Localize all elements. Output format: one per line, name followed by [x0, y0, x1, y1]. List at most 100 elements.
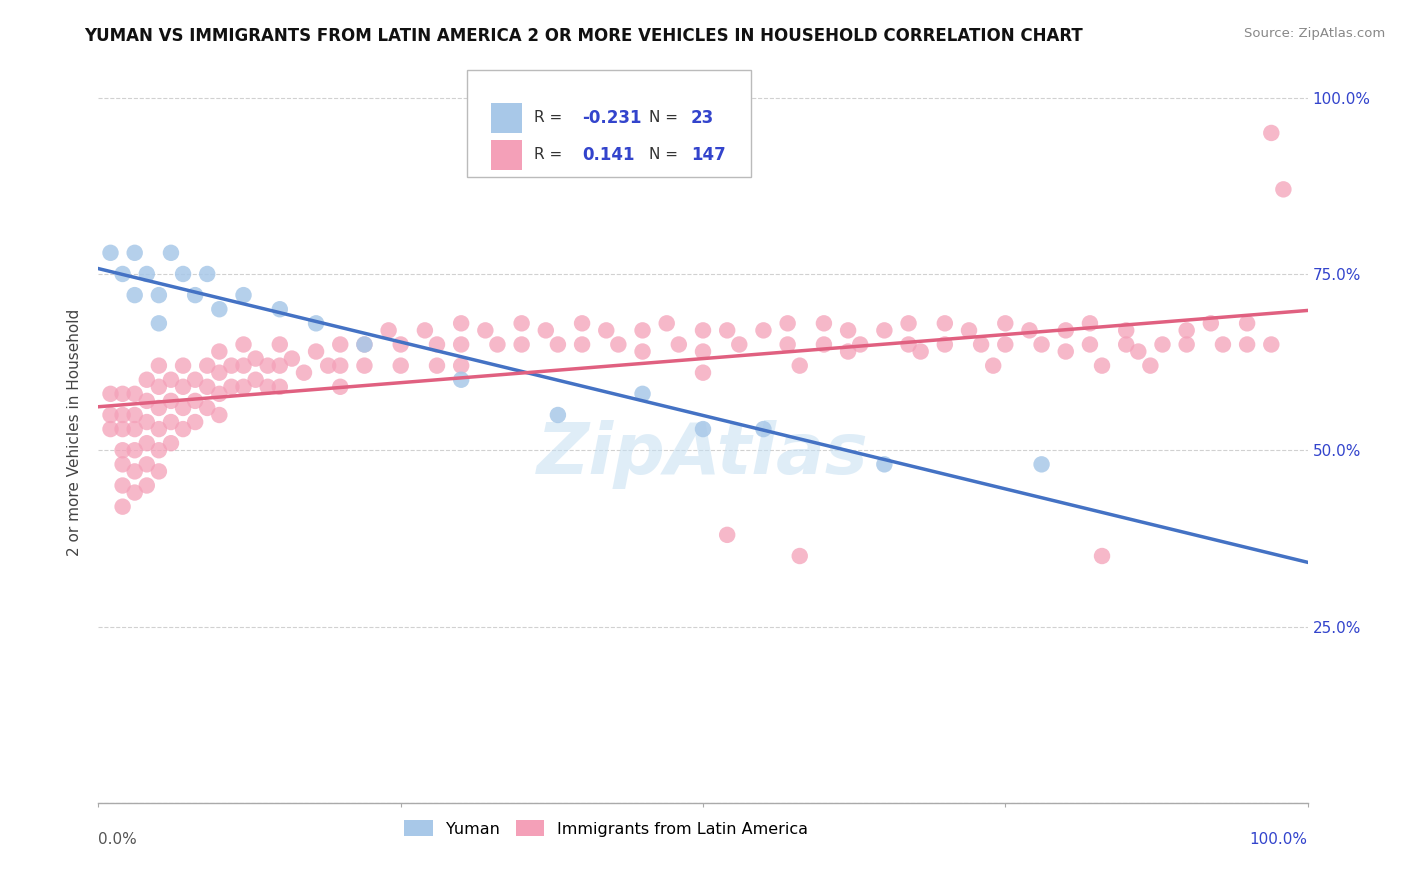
Point	[100, 422, 122, 436]
Point	[124, 387, 146, 401]
Point	[353, 337, 375, 351]
Point	[1175, 323, 1198, 337]
Point	[329, 337, 352, 351]
Point	[789, 549, 811, 563]
Point	[184, 288, 207, 302]
Point	[837, 344, 859, 359]
Point	[100, 408, 122, 422]
Point	[1199, 316, 1222, 330]
Point	[474, 323, 496, 337]
Point	[195, 380, 218, 394]
Point	[111, 443, 134, 458]
Point	[245, 373, 267, 387]
Point	[221, 380, 243, 394]
Point	[184, 415, 207, 429]
FancyBboxPatch shape	[492, 140, 522, 169]
Point	[1054, 323, 1077, 337]
Point	[389, 337, 412, 351]
Point	[269, 302, 291, 317]
Point	[281, 351, 304, 366]
Point	[957, 323, 980, 337]
Point	[111, 422, 134, 436]
Point	[208, 302, 231, 317]
Point	[873, 458, 896, 472]
Point	[1115, 323, 1137, 337]
Point	[728, 337, 751, 351]
Text: Source: ZipAtlas.com: Source: ZipAtlas.com	[1244, 27, 1385, 40]
Point	[148, 443, 170, 458]
Point	[269, 380, 291, 394]
Point	[148, 288, 170, 302]
Point	[910, 344, 932, 359]
Point	[195, 267, 218, 281]
Point	[1260, 126, 1282, 140]
Point	[111, 267, 134, 281]
Point	[1236, 316, 1258, 330]
Point	[135, 458, 157, 472]
Point	[1078, 316, 1101, 330]
Point	[413, 323, 436, 337]
Point	[752, 422, 775, 436]
Point	[849, 337, 872, 351]
Point	[305, 316, 328, 330]
Point	[184, 393, 207, 408]
Point	[752, 323, 775, 337]
Text: -0.231: -0.231	[582, 109, 641, 127]
Point	[353, 359, 375, 373]
Point	[148, 316, 170, 330]
Point	[195, 359, 218, 373]
Text: N =: N =	[648, 111, 682, 126]
Point	[124, 464, 146, 478]
Point	[160, 245, 183, 260]
Point	[692, 366, 714, 380]
Point	[305, 344, 328, 359]
Point	[292, 366, 315, 380]
Point	[1115, 337, 1137, 351]
Point	[668, 337, 690, 351]
Point	[1260, 337, 1282, 351]
Point	[353, 337, 375, 351]
Text: 0.141: 0.141	[582, 146, 634, 164]
Text: R =: R =	[534, 111, 567, 126]
FancyBboxPatch shape	[492, 103, 522, 133]
Point	[111, 387, 134, 401]
Point	[269, 359, 291, 373]
Point	[208, 408, 231, 422]
Point	[897, 337, 920, 351]
Point	[329, 380, 352, 394]
Point	[631, 344, 654, 359]
Point	[1054, 344, 1077, 359]
Point	[655, 316, 678, 330]
Text: ZipAtlas: ZipAtlas	[537, 420, 869, 490]
Point	[148, 422, 170, 436]
Point	[1272, 182, 1295, 196]
Point	[135, 393, 157, 408]
Point	[631, 387, 654, 401]
Point	[316, 359, 339, 373]
Point	[160, 415, 183, 429]
Point	[486, 337, 509, 351]
FancyBboxPatch shape	[467, 70, 751, 178]
Point	[897, 316, 920, 330]
Point	[100, 387, 122, 401]
Point	[1175, 337, 1198, 351]
Point	[100, 245, 122, 260]
Point	[232, 380, 254, 394]
Point	[510, 316, 533, 330]
Point	[111, 478, 134, 492]
Point	[1212, 337, 1234, 351]
Point	[571, 316, 593, 330]
Point	[970, 337, 993, 351]
Point	[172, 267, 194, 281]
Point	[269, 337, 291, 351]
Point	[1031, 337, 1053, 351]
Point	[692, 344, 714, 359]
Point	[208, 344, 231, 359]
Point	[232, 337, 254, 351]
Point	[789, 359, 811, 373]
Point	[607, 337, 630, 351]
Point	[1128, 344, 1150, 359]
Point	[208, 366, 231, 380]
Point	[450, 359, 472, 373]
Point	[135, 436, 157, 450]
